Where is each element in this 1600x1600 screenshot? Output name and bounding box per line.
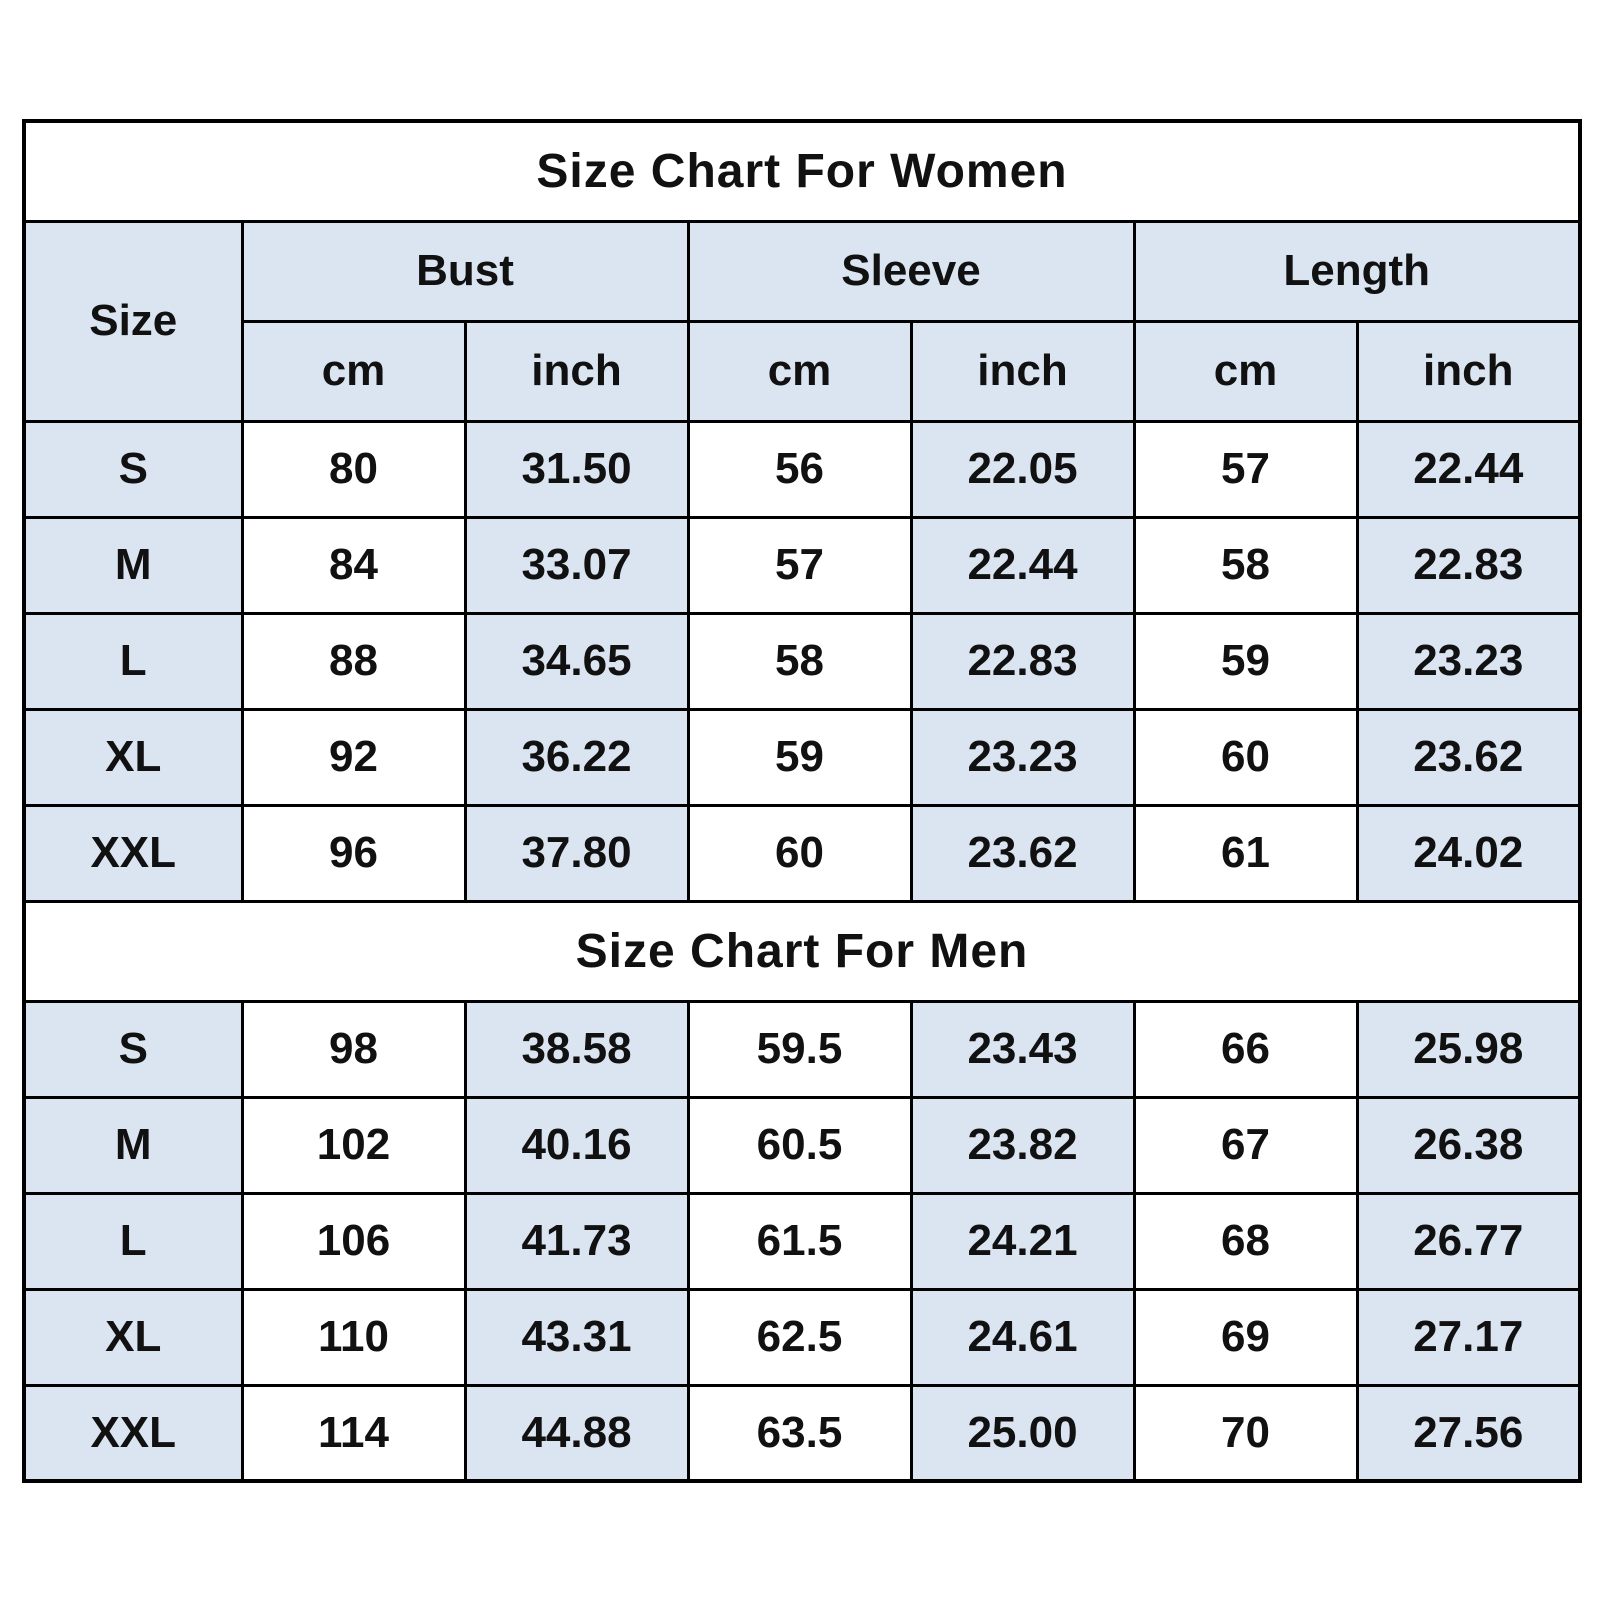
table-cell: 31.50 xyxy=(463,419,690,519)
table-cell: 68 xyxy=(1132,1191,1359,1291)
table-cell: 36.22 xyxy=(463,707,690,807)
table-cell: 57 xyxy=(1132,419,1359,519)
table-cell: 57 xyxy=(686,515,913,615)
table-cell: 22.05 xyxy=(909,419,1136,519)
table-cell: 110 xyxy=(240,1287,467,1387)
table-cell: 37.80 xyxy=(463,803,690,903)
table-row-men-l: L 106 41.73 61.5 24.21 68 26.77 xyxy=(22,1191,1582,1291)
table-cell: 26.38 xyxy=(1355,1095,1582,1195)
table-cell: 61 xyxy=(1132,803,1359,903)
size-label: L xyxy=(22,1191,244,1291)
size-chart-table: Size Chart For Women Size Bust Sleeve Le… xyxy=(22,119,1582,1483)
table-cell: 25.98 xyxy=(1355,999,1582,1099)
size-label: XL xyxy=(22,707,244,807)
size-label: L xyxy=(22,611,244,711)
table-row-women-xl: XL 92 36.22 59 23.23 60 23.62 xyxy=(22,707,1582,807)
table-cell: 23.62 xyxy=(909,803,1136,903)
table-cell: 22.83 xyxy=(1355,515,1582,615)
table-row-women-m: M 84 33.07 57 22.44 58 22.83 xyxy=(22,515,1582,615)
table-cell: 63.5 xyxy=(686,1383,913,1483)
table-cell: 26.77 xyxy=(1355,1191,1582,1291)
size-label: S xyxy=(22,999,244,1099)
table-cell: 41.73 xyxy=(463,1191,690,1291)
table-cell: 38.58 xyxy=(463,999,690,1099)
table-cell: 67 xyxy=(1132,1095,1359,1195)
table-cell: 60.5 xyxy=(686,1095,913,1195)
table-cell: 62.5 xyxy=(686,1287,913,1387)
table-cell: 22.44 xyxy=(909,515,1136,615)
table-row-men-xl: XL 110 43.31 62.5 24.61 69 27.17 xyxy=(22,1287,1582,1387)
size-label: XXL xyxy=(22,1383,244,1483)
table-cell: 96 xyxy=(240,803,467,903)
table-cell: 84 xyxy=(240,515,467,615)
table-cell: 102 xyxy=(240,1095,467,1195)
table-cell: 22.44 xyxy=(1355,419,1582,519)
table-cell: 58 xyxy=(686,611,913,711)
table-cell: 60 xyxy=(686,803,913,903)
table-cell: 23.23 xyxy=(1355,611,1582,711)
size-label: XXL xyxy=(22,803,244,903)
table-cell: 88 xyxy=(240,611,467,711)
unit-header-row: cm inch cm inch cm inch xyxy=(24,319,1582,423)
table-cell: 80 xyxy=(240,419,467,519)
table-cell: 23.62 xyxy=(1355,707,1582,807)
table-cell: 44.88 xyxy=(463,1383,690,1483)
size-label: M xyxy=(22,1095,244,1195)
table-cell: 27.56 xyxy=(1355,1383,1582,1483)
table-row-men-s: S 98 38.58 59.5 23.43 66 25.98 xyxy=(22,999,1582,1099)
table-cell: 24.21 xyxy=(909,1191,1136,1291)
table-cell: 58 xyxy=(1132,515,1359,615)
men-title-row: Size Chart For Men xyxy=(22,899,1582,1003)
unit-header-length-cm: cm xyxy=(1132,319,1359,423)
table-cell: 56 xyxy=(686,419,913,519)
size-label: XL xyxy=(22,1287,244,1387)
table-cell: 60 xyxy=(1132,707,1359,807)
table-cell: 59.5 xyxy=(686,999,913,1099)
unit-header-bust-inch: inch xyxy=(463,319,690,423)
table-cell: 59 xyxy=(1132,611,1359,711)
table-cell: 33.07 xyxy=(463,515,690,615)
table-cell: 27.17 xyxy=(1355,1287,1582,1387)
table-cell: 114 xyxy=(240,1383,467,1483)
unit-header-sleeve-inch: inch xyxy=(909,319,1136,423)
men-chart-title: Size Chart For Men xyxy=(22,899,1582,1003)
table-row-men-m: M 102 40.16 60.5 23.82 67 26.38 xyxy=(22,1095,1582,1195)
table-row-men-xxl: XXL 114 44.88 63.5 25.00 70 27.56 xyxy=(22,1383,1582,1483)
table-row-women-l: L 88 34.65 58 22.83 59 23.23 xyxy=(22,611,1582,711)
unit-header-length-inch: inch xyxy=(1355,319,1582,423)
table-cell: 23.43 xyxy=(909,999,1136,1099)
table-cell: 24.02 xyxy=(1355,803,1582,903)
table-cell: 23.82 xyxy=(909,1095,1136,1195)
column-group-bust: Bust xyxy=(240,219,690,323)
table-cell: 25.00 xyxy=(909,1383,1136,1483)
table-row-women-s: S 80 31.50 56 22.05 57 22.44 xyxy=(22,419,1582,519)
column-group-sleeve: Sleeve xyxy=(686,219,1136,323)
size-label: M xyxy=(22,515,244,615)
table-row-women-xxl: XXL 96 37.80 60 23.62 61 24.02 xyxy=(22,803,1582,903)
table-cell: 22.83 xyxy=(909,611,1136,711)
size-label: S xyxy=(22,419,244,519)
table-cell: 24.61 xyxy=(909,1287,1136,1387)
table-cell: 98 xyxy=(240,999,467,1099)
group-header-row: Size Bust Sleeve Length xyxy=(22,219,1582,423)
unit-header-bust-cm: cm xyxy=(240,319,467,423)
table-cell: 70 xyxy=(1132,1383,1359,1483)
women-chart-title: Size Chart For Women xyxy=(22,119,1582,223)
table-cell: 61.5 xyxy=(686,1191,913,1291)
column-group-length: Length xyxy=(1132,219,1582,323)
table-cell: 59 xyxy=(686,707,913,807)
size-column-header: Size xyxy=(22,219,244,423)
table-cell: 43.31 xyxy=(463,1287,690,1387)
table-cell: 40.16 xyxy=(463,1095,690,1195)
table-cell: 66 xyxy=(1132,999,1359,1099)
table-cell: 92 xyxy=(240,707,467,807)
table-cell: 34.65 xyxy=(463,611,690,711)
unit-header-sleeve-cm: cm xyxy=(686,319,913,423)
table-cell: 106 xyxy=(240,1191,467,1291)
table-cell: 23.23 xyxy=(909,707,1136,807)
table-cell: 69 xyxy=(1132,1287,1359,1387)
women-title-row: Size Chart For Women xyxy=(22,119,1582,223)
